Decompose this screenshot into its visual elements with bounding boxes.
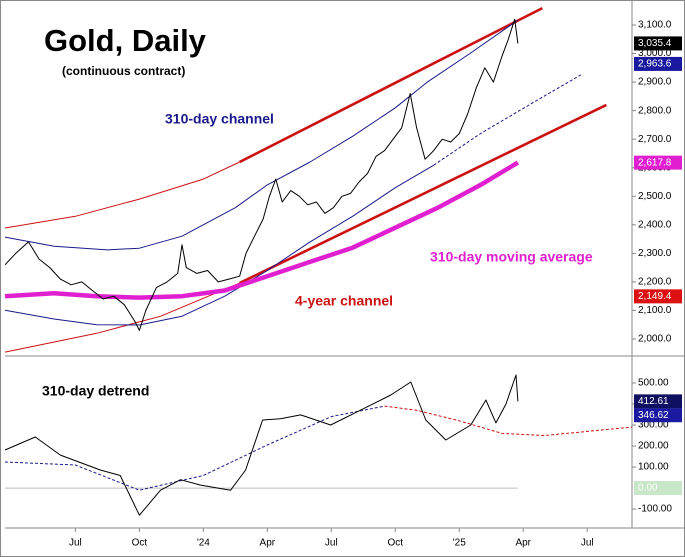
series-line	[4, 161, 240, 229]
x-tick-label: Jul	[581, 538, 594, 549]
series-line	[4, 405, 385, 491]
value-box-label: 346.62	[638, 410, 669, 421]
series-line	[384, 405, 633, 436]
y-tick-label: 2,200.0	[638, 277, 672, 288]
value-box	[634, 36, 682, 51]
y-tick-label: 100.00	[638, 462, 669, 473]
y-tick-label: 3,100.0	[638, 20, 672, 31]
value-box	[634, 394, 682, 409]
subtitle: (continuous contract)	[62, 64, 185, 78]
value-box-label: 3,035.4	[638, 38, 672, 49]
y-tick-label: 2,100.0	[638, 305, 672, 316]
y-tick-label: 500.00	[638, 378, 669, 389]
series-line	[4, 374, 519, 516]
x-tick-label: Oct	[387, 538, 403, 549]
y-tick-label: 200.00	[638, 441, 669, 452]
series-line	[4, 160, 520, 300]
x-tick-label: Jul	[69, 538, 82, 549]
value-box-label: 2,617.8	[638, 157, 672, 168]
y-tick-label: 2,900.0	[638, 77, 672, 88]
x-tick-label: Oct	[132, 538, 148, 549]
y-tick-label: 2,700.0	[638, 134, 672, 145]
x-tick-label: '25	[453, 538, 466, 549]
y-tick-label: -100.00	[638, 504, 672, 515]
x-tick-label: Jul	[325, 538, 338, 549]
value-box	[634, 155, 682, 170]
series-line	[4, 164, 434, 326]
y-tick-label: 300.00	[638, 420, 669, 431]
value-box	[634, 56, 682, 71]
annotation: 4-year channel	[295, 293, 393, 309]
y-tick-label: 2,800.0	[638, 105, 672, 116]
annotation: 310-day channel	[165, 111, 274, 127]
value-box-label: 412.61	[638, 396, 669, 407]
series-line	[4, 18, 519, 331]
series-line	[239, 103, 607, 285]
chart-title: Gold, Daily	[44, 23, 207, 58]
x-tick-label: Apr	[260, 538, 276, 549]
y-tick-label: 2,000.0	[638, 334, 672, 345]
value-box-label: 2,149.4	[638, 291, 672, 302]
y-tick-label: 2,300.0	[638, 248, 672, 259]
y-tick-label: 3,000.0	[638, 48, 672, 59]
panel-title: 310-day detrend	[42, 383, 149, 399]
value-box	[634, 289, 682, 304]
y-tick-label: 2,500.0	[638, 191, 672, 202]
value-box-label: 0.00	[638, 483, 658, 494]
x-tick-label: '24	[197, 538, 210, 549]
y-tick-label: 2,400.0	[638, 219, 672, 230]
series-line	[239, 6, 543, 164]
value-box	[634, 408, 682, 423]
series-line	[433, 74, 582, 166]
annotation: 310-day moving average	[430, 249, 593, 265]
series-line	[4, 19, 519, 251]
value-box	[634, 481, 682, 496]
x-tick-label: Apr	[515, 538, 531, 549]
value-box-label: 2,963.6	[638, 59, 672, 70]
